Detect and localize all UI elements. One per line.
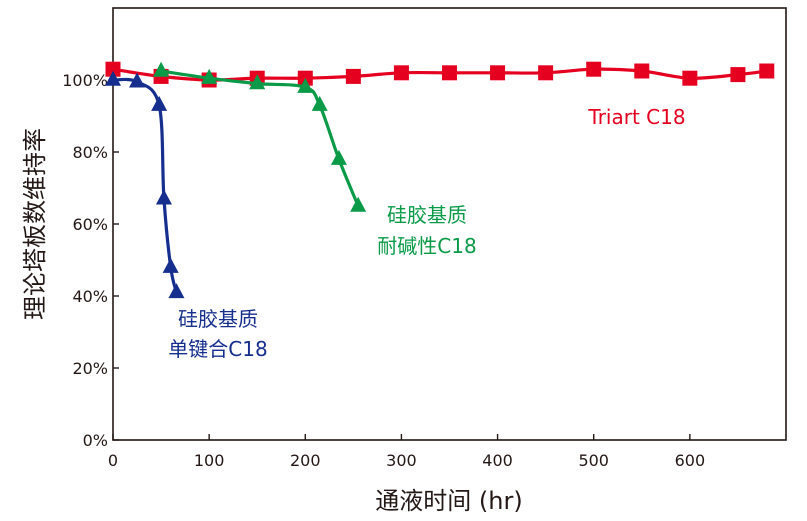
data-point-triangle [155, 189, 172, 205]
data-point-triangle [311, 95, 328, 111]
x-tick-label: 100 [194, 451, 225, 470]
data-point-square [490, 65, 506, 81]
data-point-square [730, 67, 746, 83]
series-layer [105, 61, 775, 299]
series-alkali-resistant-c18 [153, 61, 367, 212]
y-tick-label: 0% [83, 431, 108, 450]
y-tick-label: 80% [72, 143, 108, 162]
series-label-line: 硅胶基质 [387, 203, 467, 227]
data-point-square [634, 63, 650, 79]
y-axis-title: 理论塔板数维持率 [21, 128, 49, 320]
data-point-square [345, 68, 361, 84]
y-tick-label: 60% [72, 215, 108, 234]
data-point-square [442, 65, 457, 81]
y-axis: 0% 20% 40% 60% 80% 100% [62, 71, 119, 450]
data-point-triangle [168, 283, 185, 299]
series-line [111, 77, 179, 294]
x-tick-label: 500 [578, 451, 609, 470]
series-label-line: 耐碱性C18 [377, 234, 476, 258]
data-point-triangle [330, 149, 347, 165]
x-tick-label: 400 [482, 451, 513, 470]
series-monomeric-c18 [105, 70, 185, 299]
x-axis: 0 100 200 300 400 500 600 [108, 434, 705, 470]
y-tick-label: 40% [72, 287, 108, 306]
x-tick-label: 300 [386, 451, 417, 470]
series-line [159, 69, 360, 208]
x-tick-label: 600 [675, 451, 706, 470]
x-axis-title: 通液时间 (hr) [375, 487, 522, 515]
x-tick-label: 0 [108, 451, 118, 470]
data-point-square [393, 65, 409, 81]
data-point-triangle [201, 68, 218, 84]
data-point-square [538, 65, 554, 81]
series-label-line: 单键合C18 [168, 337, 267, 361]
data-point-triangle [350, 196, 367, 212]
y-tick-label: 100% [62, 71, 108, 90]
data-point-square [682, 70, 698, 86]
data-point-square [586, 61, 602, 77]
data-point-triangle [105, 70, 121, 86]
series-label-line: Triart C18 [587, 105, 685, 129]
x-tick-label: 200 [290, 451, 321, 470]
data-point-triangle [249, 74, 266, 90]
series-label-triart-c18: Triart C18 [587, 105, 685, 129]
data-point-triangle [151, 95, 168, 111]
data-point-square [759, 63, 775, 79]
data-point-triangle [153, 61, 170, 77]
series-label-line: 硅胶基质 [178, 307, 258, 331]
data-point-triangle [162, 257, 179, 273]
data-point-triangle [297, 77, 314, 93]
y-tick-label: 20% [72, 359, 108, 378]
data-point-triangle [129, 72, 146, 88]
data-point-square [105, 61, 121, 77]
